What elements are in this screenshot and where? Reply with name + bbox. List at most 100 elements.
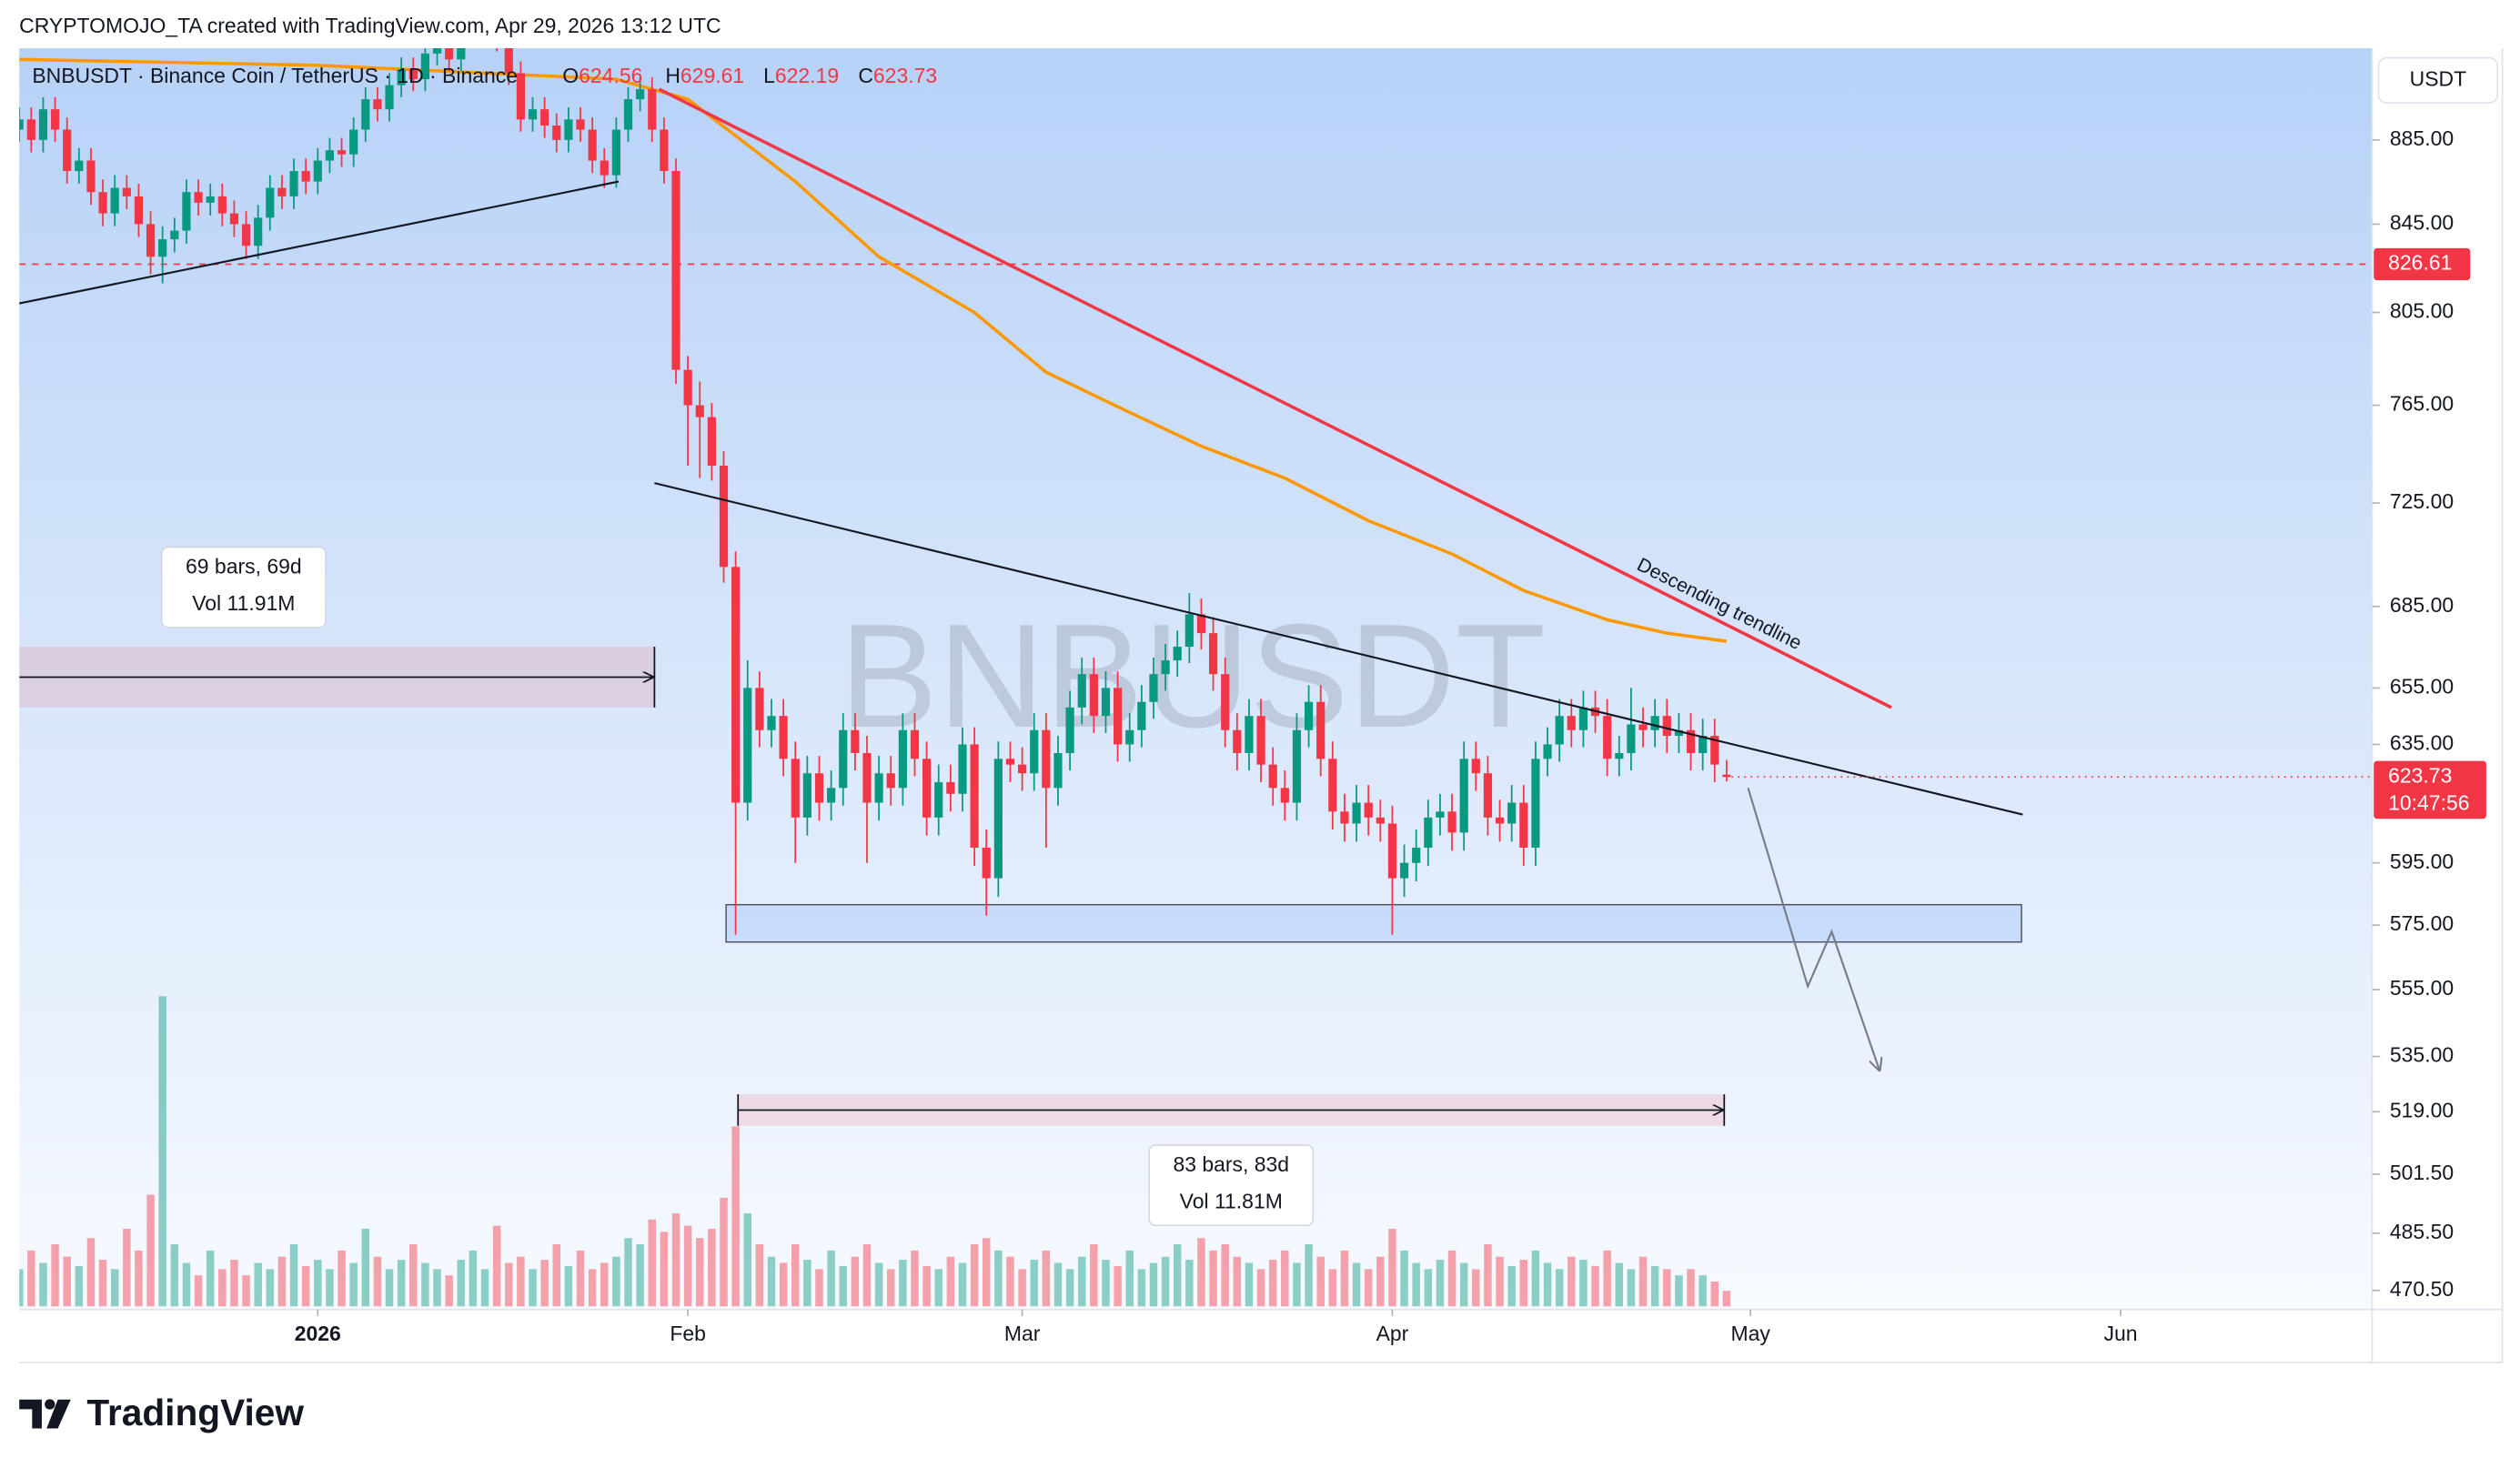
- volume-bar: [899, 1260, 907, 1307]
- candle-body: [337, 150, 347, 155]
- volume-bar: [708, 1229, 716, 1307]
- range-tooltip-text: 83 bars, 83d: [1173, 1152, 1289, 1176]
- volume-bar: [827, 1250, 835, 1307]
- volume-bar: [1340, 1250, 1349, 1307]
- volume-bar: [946, 1256, 955, 1307]
- range-tooltip-text: Vol 11.91M: [192, 591, 295, 615]
- volume-bar: [970, 1244, 979, 1307]
- candle-body: [1101, 688, 1111, 717]
- range-tooltip: [161, 546, 327, 628]
- plot-background: [19, 48, 2373, 1310]
- candle-body: [19, 119, 24, 130]
- candle-body: [1208, 633, 1218, 675]
- candle-body: [588, 129, 597, 161]
- candle-body: [254, 217, 263, 246]
- y-tick-label: 470.50: [2390, 1277, 2454, 1301]
- volume-bar: [1352, 1262, 1361, 1307]
- candle-body: [1161, 660, 1170, 675]
- currency-button[interactable]: [2377, 56, 2499, 104]
- candle-body: [1125, 729, 1134, 745]
- volume-bar: [1161, 1256, 1170, 1307]
- volume-bar: [230, 1260, 238, 1307]
- volume-bar: [254, 1262, 262, 1307]
- volume-bar: [1687, 1269, 1695, 1307]
- volume-bar: [218, 1269, 227, 1307]
- volume-bar: [63, 1256, 71, 1307]
- y-tick-label: 685.00: [2390, 593, 2454, 617]
- legend-ohlc: L622.19: [763, 64, 839, 87]
- x-tick-label: May: [1730, 1322, 1770, 1345]
- volume-bar: [1412, 1262, 1420, 1307]
- candle-body: [420, 53, 430, 80]
- candle-body: [814, 773, 824, 803]
- candle-body: [851, 729, 860, 753]
- volume-bar: [982, 1238, 991, 1307]
- volume-bar: [731, 1126, 740, 1307]
- candle-body: [1387, 823, 1397, 879]
- candle-body: [946, 781, 955, 794]
- candle-body: [886, 773, 895, 789]
- volume-bar: [75, 1265, 84, 1307]
- volume-bar: [911, 1250, 919, 1307]
- volume-bar: [1675, 1275, 1683, 1307]
- candle-body: [134, 196, 144, 225]
- candle-body: [1196, 614, 1206, 634]
- volume-bar: [182, 1262, 191, 1307]
- candle-body: [1555, 716, 1564, 745]
- candle-body: [1638, 724, 1648, 730]
- volume-bar: [326, 1269, 334, 1307]
- candle-body: [1710, 736, 1719, 765]
- candle-body: [1376, 817, 1385, 824]
- y-tick-label: 655.00: [2390, 674, 2454, 698]
- candle-body: [600, 160, 609, 176]
- candle-body: [1245, 716, 1254, 753]
- header-text: CRYPTOMOJO_TA created with TradingView.c…: [19, 14, 721, 37]
- candle-body: [98, 192, 107, 214]
- candle-body: [158, 239, 167, 257]
- volume-bar: [540, 1260, 549, 1307]
- volume-bar: [803, 1260, 811, 1307]
- currency-label[interactable]: USDT: [2410, 66, 2466, 90]
- level-price-label: 826.61: [2388, 251, 2452, 275]
- candle-body: [1447, 811, 1457, 833]
- candle-body: [958, 744, 967, 794]
- trendline: [19, 180, 620, 305]
- candle-body: [1519, 802, 1528, 848]
- candle-body: [671, 171, 680, 370]
- volume-bar: [1018, 1269, 1026, 1307]
- volume-bar: [301, 1265, 310, 1307]
- support-zone: [725, 903, 2022, 943]
- candle-body: [1233, 729, 1242, 753]
- volume-bar: [767, 1256, 776, 1307]
- volume-bar: [445, 1275, 453, 1307]
- range-tooltip-text: 69 bars, 69d: [186, 555, 302, 578]
- ohlc-key: L: [763, 64, 775, 87]
- candle-body: [1256, 716, 1265, 765]
- volume-bar: [373, 1256, 382, 1307]
- candle-body: [241, 224, 251, 246]
- level-price-box: [2374, 247, 2471, 281]
- candle-body: [1352, 802, 1361, 824]
- volume-bar: [194, 1275, 203, 1307]
- candle-body: [970, 744, 979, 848]
- volume-bar: [110, 1269, 119, 1307]
- candle-body: [1221, 674, 1230, 730]
- volume-bar: [51, 1244, 59, 1307]
- last-price-box: [2374, 760, 2486, 819]
- volume-bar: [851, 1256, 860, 1307]
- candle-body: [1436, 811, 1445, 818]
- volume-bar: [636, 1244, 644, 1307]
- volume-bar: [1233, 1256, 1242, 1307]
- volume-bar: [1698, 1275, 1707, 1307]
- volume-bar: [934, 1269, 942, 1307]
- candle-body: [1340, 811, 1349, 824]
- volume-bar: [994, 1250, 1003, 1307]
- volume-bar: [1316, 1256, 1325, 1307]
- candle-body: [540, 109, 549, 126]
- volume-bar: [1197, 1238, 1205, 1307]
- candle-body: [75, 160, 84, 172]
- candle-body: [1471, 759, 1480, 774]
- volume-bar: [1400, 1250, 1408, 1307]
- candle-body: [636, 89, 645, 100]
- volume-bar: [277, 1256, 287, 1307]
